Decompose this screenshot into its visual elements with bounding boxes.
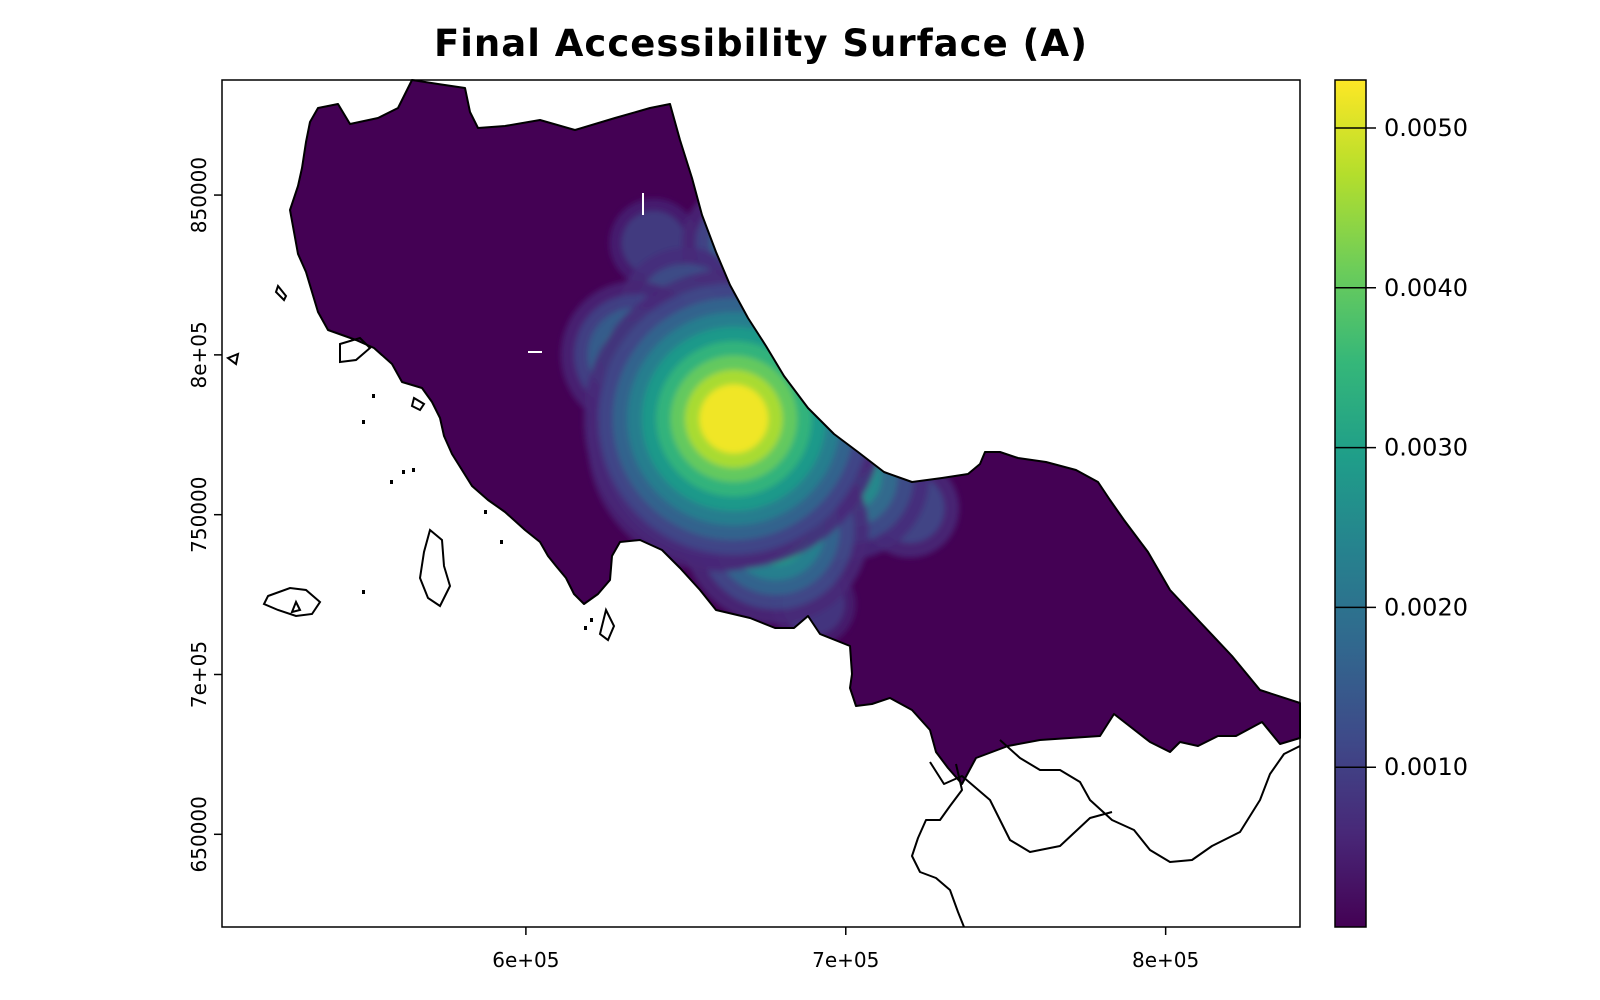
island-outline [410, 396, 426, 412]
colorbar-frame [1334, 79, 1367, 928]
map-panel: 6e+05 7e+05 8e+05 650000 7e+05 750000 8e+05 85… [187, 79, 1301, 972]
island-outline [418, 528, 452, 608]
data-gap-mark [528, 351, 542, 353]
island-outline [339, 336, 372, 364]
map-frame [221, 79, 1301, 928]
accessibility-raster [290, 80, 1300, 784]
island-outline [262, 586, 322, 618]
islet-dot [412, 468, 415, 472]
y-tick-label: 8e+05 [187, 321, 211, 388]
y-tick-label: 7e+05 [187, 641, 211, 708]
islet-dot [362, 420, 365, 424]
hotspot-mark [699, 384, 769, 454]
island-outline [274, 283, 288, 302]
colorbar-tick-label: 0.0050 [1384, 114, 1468, 142]
map-title: Final Accessibility Surface (A) [433, 22, 1089, 65]
x-tick-label: 8e+05 [1132, 948, 1199, 972]
islet-dot [402, 470, 405, 474]
islands [225, 193, 644, 642]
island-outline [598, 607, 616, 642]
colorbar-gradient [1335, 80, 1366, 927]
island-outline [290, 599, 302, 614]
colorbar-tick-label: 0.0030 [1384, 434, 1468, 462]
x-axis: 6e+05 7e+05 8e+05 [492, 927, 1199, 972]
islet-dot [500, 540, 503, 544]
colorbar-tick-label: 0.0040 [1384, 274, 1468, 302]
islet-dot [584, 626, 587, 630]
y-tick-label: 850000 [187, 157, 211, 233]
islet-dot [362, 590, 365, 594]
southern-boundary [911, 739, 1301, 928]
island-outline [225, 352, 240, 366]
x-tick-label: 6e+05 [492, 948, 559, 972]
colorbar-tick-label: 0.0020 [1384, 593, 1468, 621]
islet-dot [390, 480, 393, 484]
y-axis: 650000 7e+05 750000 8e+05 850000 [187, 157, 222, 872]
y-tick-label: 650000 [187, 796, 211, 872]
islet-dot [590, 618, 593, 622]
colorbar-ticks: 0.0010 0.0020 0.0030 0.0040 0.0050 [1335, 114, 1468, 781]
islet-dot [372, 394, 375, 398]
colorbar-tick-label: 0.0010 [1384, 753, 1468, 781]
y-tick-label: 750000 [187, 477, 211, 553]
islet-dot [484, 510, 487, 514]
region-boundary [289, 79, 1301, 785]
x-tick-label: 7e+05 [812, 948, 879, 972]
data-gap-mark [642, 193, 644, 215]
colorbar: 0.0010 0.0020 0.0030 0.0040 0.0050 [1334, 79, 1468, 928]
